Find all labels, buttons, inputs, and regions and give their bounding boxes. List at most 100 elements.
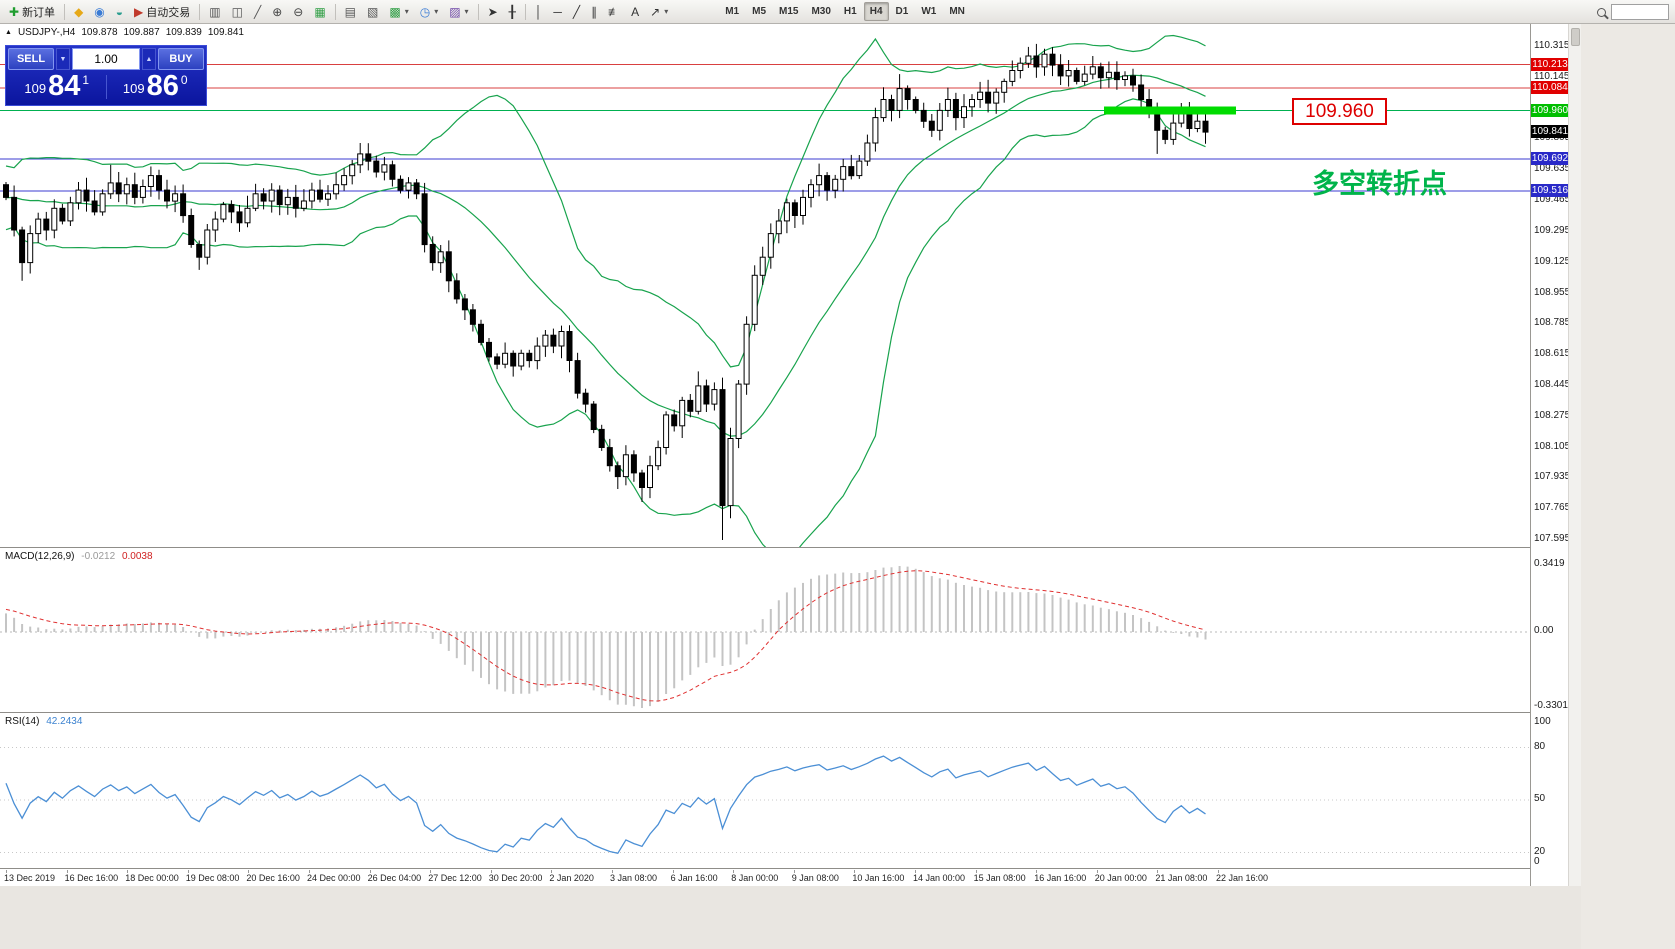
zoom-in-icon[interactable]: ⊕ <box>267 2 287 22</box>
timeframe-mn[interactable]: MN <box>949 6 965 17</box>
time-axis-tick <box>1157 870 1159 873</box>
bid-price-big: 84 <box>48 69 81 102</box>
new-order-button[interactable]: ✚ 新订单 <box>4 2 60 22</box>
crosshair-icon: ╂ <box>508 4 516 19</box>
cursor-icon[interactable]: ➤ <box>483 2 503 22</box>
autotrading-button[interactable]: ▶ 自动交易 <box>129 2 195 22</box>
price-axis-label: 107.765 <box>1534 502 1571 514</box>
timeframe-d1[interactable]: D1 <box>895 6 909 17</box>
autotrading-button-label: 自动交易 <box>146 6 191 19</box>
dropdown-caret-icon[interactable]: ▾ <box>434 7 439 16</box>
timeframe-m1[interactable]: M1 <box>725 6 740 17</box>
fibonacci-icon[interactable]: ≢ <box>603 2 625 22</box>
buy-button[interactable]: BUY <box>158 48 204 70</box>
vertical-line-icon[interactable]: │ <box>530 2 548 22</box>
timeframe-m5[interactable]: M5 <box>752 6 767 17</box>
support-icon[interactable]: ◒ <box>111 2 128 22</box>
main-chart-canvas[interactable] <box>0 24 1530 547</box>
time-axis-label: 18 Dec 00:00 <box>125 873 179 883</box>
toolbar-separator <box>477 3 479 20</box>
search-input[interactable] <box>1611 4 1669 20</box>
community-icon[interactable]: ◉ <box>89 2 109 22</box>
ask-price: 109 86 0 <box>107 71 205 102</box>
chart-shift-icon[interactable]: ▧ <box>362 2 383 22</box>
timeframe-w1[interactable]: W1 <box>921 6 937 17</box>
auto-scroll-icon[interactable]: ▦ <box>309 2 330 22</box>
panel-separator[interactable] <box>0 712 1568 713</box>
dropdown-caret-icon[interactable]: ▾ <box>404 7 409 16</box>
crosshair-icon[interactable]: ╂ <box>504 2 521 22</box>
timeframe-h4[interactable]: H4 <box>863 2 889 21</box>
time-axis-label: 26 Dec 04:00 <box>367 873 422 883</box>
panel-separator[interactable] <box>0 547 1568 548</box>
candlestick-chart-icon[interactable]: ◫ <box>227 2 248 22</box>
support-price-tag: 109.516 <box>1531 184 1569 198</box>
time-axis-tick <box>6 870 7 873</box>
timeframe-m30[interactable]: M30 <box>811 6 831 17</box>
chart-window[interactable]: ▲ USDJPY-,H4 109.878 109.887 109.839 109… <box>0 24 1571 886</box>
price-axis-label: 108.785 <box>1534 317 1571 329</box>
templates-button[interactable]: ▨ ▾ <box>444 2 473 22</box>
collapse-trade-panel-icon[interactable]: ▲ <box>5 29 12 36</box>
time-axis[interactable]: 13 Dec 2019 16 Dec 16:00 18 Dec 00:00 19 De… <box>0 870 1530 886</box>
ask-price-prefix: 109 <box>122 80 145 96</box>
price-axis[interactable]: 110.315110.145109.805109.635109.465109.2… <box>1530 24 1571 886</box>
tile-windows-icon[interactable]: ▤ <box>340 2 361 22</box>
dropdown-caret-icon[interactable]: ▾ <box>464 7 469 16</box>
vertical-scrollbar[interactable] <box>1568 24 1581 886</box>
search-icon[interactable] <box>1597 7 1606 17</box>
horizontal-line-icon[interactable]: ─ <box>548 2 567 22</box>
price-axis-label: 108.105 <box>1534 440 1571 452</box>
time-axis-tick <box>369 870 371 873</box>
time-axis-tick <box>1218 870 1219 873</box>
price-axis-label: 107.935 <box>1534 471 1571 483</box>
profiles-button[interactable]: ◷ ▾ <box>415 2 444 22</box>
profiles-button: ◷ <box>419 4 431 19</box>
one-click-trading-panel: SELL ▼ ▲ BUY 109 84 1 109 86 0 <box>5 45 207 106</box>
autotrading-icon: ▶ <box>134 4 144 19</box>
price-axis-label: 108.955 <box>1534 286 1571 298</box>
resistance-price-tag: 110.084 <box>1531 81 1569 95</box>
timeframe-h1[interactable]: H1 <box>843 6 857 17</box>
time-axis-label: 13 Dec 2019 <box>4 873 56 883</box>
macd-name: MACD(12,26,9) <box>5 551 75 562</box>
payments-icon[interactable]: ◆ <box>69 2 88 22</box>
time-axis-tick <box>672 870 674 873</box>
volume-up-button[interactable]: ▲ <box>142 48 156 70</box>
arrows-icon: ↗ <box>650 4 661 19</box>
rsi-label: RSI(14) 42.2434 <box>5 716 87 727</box>
new-chart-button[interactable]: ▩ ▾ <box>384 2 413 22</box>
macd-main-value: -0.0212 <box>81 551 116 562</box>
toolbar: ✚ 新订单 ◆ ◉ ◒ ▶ 自动交易 ▥ ◫ ╱ ⊕ ⊖ ▦ ▤ ▧ ▩ ▾ ◷ ▾ ▨ ▾ ➤ ╂ │ ─ ╱ ∥ ≢ A ↗ ▾ M1 M… <box>0 0 1675 24</box>
trendline-icon[interactable]: ╱ <box>568 2 585 22</box>
candlestick-chart-icon: ◫ <box>231 4 243 19</box>
price-axis-label: 108.615 <box>1534 348 1571 360</box>
scrollbar-thumb[interactable] <box>1571 28 1580 46</box>
macd-canvas[interactable] <box>0 549 1530 712</box>
volume-input[interactable] <box>72 48 140 70</box>
chart-header: ▲ USDJPY-,H4 109.878 109.887 109.839 109… <box>5 27 244 38</box>
arrows-icon[interactable]: ↗ ▾ <box>645 2 673 22</box>
zoom-out-icon[interactable]: ⊖ <box>288 2 308 22</box>
bid-price: 109 84 1 <box>8 69 106 102</box>
line-chart-icon[interactable]: ╱ <box>249 2 266 22</box>
sell-button[interactable]: SELL <box>8 48 54 70</box>
indicator-axis-label: 0 <box>1534 856 1540 867</box>
right-empty-panel <box>1581 24 1675 949</box>
time-axis-label: 24 Dec 00:00 <box>307 873 361 883</box>
dropdown-caret-icon[interactable]: ▾ <box>664 7 669 16</box>
indicator-axis-label: 50 <box>1534 793 1546 804</box>
rsi-value: 42.2434 <box>46 716 83 727</box>
text-label-icon[interactable]: A <box>626 2 644 22</box>
search-area <box>1597 4 1669 20</box>
time-axis-label: 27 Dec 12:00 <box>428 873 482 883</box>
time-axis-label: 22 Jan 16:00 <box>1216 873 1269 883</box>
channel-icon[interactable]: ∥ <box>586 2 602 22</box>
price-divider <box>105 75 107 99</box>
panel-separator[interactable] <box>0 868 1568 869</box>
timeframe-m15[interactable]: M15 <box>779 6 799 17</box>
volume-down-button[interactable]: ▼ <box>56 48 70 70</box>
bar-chart-icon[interactable]: ▥ <box>204 2 225 22</box>
rsi-canvas[interactable] <box>0 714 1530 868</box>
